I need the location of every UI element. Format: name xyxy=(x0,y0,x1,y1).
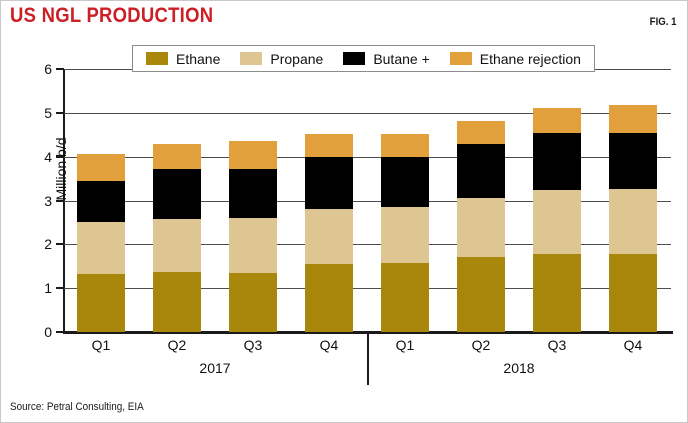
bar-segment[interactable] xyxy=(609,253,657,332)
y-axis-tick-label: 6 xyxy=(44,61,52,77)
bar-segment[interactable] xyxy=(305,133,353,157)
bar-stack[interactable] xyxy=(609,104,657,332)
x-axis-group-label: 2018 xyxy=(503,360,535,376)
bar-segment[interactable] xyxy=(305,264,353,332)
bar-stack[interactable] xyxy=(457,120,505,332)
bar-segment[interactable] xyxy=(381,133,429,157)
legend-swatch-icon xyxy=(343,52,366,65)
y-axis-tick-label: 4 xyxy=(44,148,52,165)
bar-segment[interactable] xyxy=(457,257,505,332)
bar-stack[interactable] xyxy=(229,141,277,332)
x-axis-line xyxy=(63,331,673,334)
gridline xyxy=(63,200,671,202)
y-axis-tick xyxy=(56,199,64,202)
source-note: Source: Petral Consulting, EIA xyxy=(10,401,144,413)
plot-area xyxy=(63,69,671,332)
page-title: US NGL PRODUCTION xyxy=(10,4,214,27)
bar-segment[interactable] xyxy=(609,189,657,254)
bar-segment[interactable] xyxy=(533,107,581,133)
gridline xyxy=(63,112,671,114)
bar-stack[interactable] xyxy=(153,144,201,332)
y-axis-tick-label: 5 xyxy=(44,104,52,121)
y-axis-tick xyxy=(56,68,64,70)
bar-segment[interactable] xyxy=(229,273,277,332)
bar-segment[interactable] xyxy=(229,141,277,169)
y-axis-tick xyxy=(56,155,64,158)
bar-segment[interactable] xyxy=(77,274,125,332)
bar-segment[interactable] xyxy=(381,263,429,332)
bar-segment[interactable] xyxy=(153,218,201,272)
bar-segment[interactable] xyxy=(305,209,353,265)
year-group-divider xyxy=(367,333,369,385)
bar-segment[interactable] xyxy=(153,144,201,169)
x-axis-tick-label: Q4 xyxy=(319,337,339,353)
gridline xyxy=(63,288,671,290)
y-axis-tick xyxy=(56,331,64,333)
legend-item-label: Propane xyxy=(270,50,324,67)
legend-item[interactable]: Butane + xyxy=(343,50,430,67)
bar-segment[interactable] xyxy=(609,133,657,190)
bar-segment[interactable] xyxy=(533,253,581,332)
x-axis-tick-label: Q4 xyxy=(623,337,643,353)
legend-item[interactable]: Ethane rejection xyxy=(449,50,581,67)
y-axis-tick xyxy=(56,243,64,246)
bar-stack[interactable] xyxy=(533,107,581,332)
bar-segment[interactable] xyxy=(457,198,505,258)
y-axis-tick-label: 1 xyxy=(44,280,52,297)
y-axis-tick-label: 0 xyxy=(44,324,52,340)
bar-segment[interactable] xyxy=(457,120,505,144)
legend-item[interactable]: Ethane xyxy=(146,52,220,66)
x-axis-tick-label: Q3 xyxy=(547,337,567,353)
y-axis-title: Million b/d xyxy=(53,137,69,201)
legend-swatch-icon xyxy=(449,52,472,65)
legend-item-label: Ethane rejection xyxy=(479,50,581,67)
bar-segment[interactable] xyxy=(229,218,277,274)
x-axis-tick-label: Q1 xyxy=(395,337,415,353)
bar-stack[interactable] xyxy=(381,133,429,332)
bar-segment[interactable] xyxy=(77,180,125,223)
gridline xyxy=(63,244,671,246)
bar-stack[interactable] xyxy=(305,133,353,332)
gridline xyxy=(63,156,671,158)
bar-segment[interactable] xyxy=(609,104,657,134)
bar-segment[interactable] xyxy=(381,156,429,208)
legend-item-label: Ethane xyxy=(176,50,221,67)
bar-segment[interactable] xyxy=(457,143,505,199)
bar-segment[interactable] xyxy=(77,222,125,275)
legend-swatch-icon xyxy=(146,52,168,65)
y-axis-tick-label: 3 xyxy=(44,192,52,209)
x-axis-tick-label: Q2 xyxy=(167,337,187,353)
bar-stack[interactable] xyxy=(77,154,125,332)
y-axis-tick-label: 2 xyxy=(44,236,52,253)
y-axis-tick xyxy=(56,287,64,290)
legend-item-label: Butane + xyxy=(373,50,430,67)
x-axis-tick-label: Q2 xyxy=(471,337,491,353)
bar-segment[interactable] xyxy=(229,168,277,219)
bar-segment[interactable] xyxy=(305,156,353,210)
y-axis-tick xyxy=(56,111,64,114)
x-axis-tick-label: Q3 xyxy=(243,337,263,353)
legend-item[interactable]: Propane xyxy=(240,52,323,66)
chart-legend: Ethane Propane Butane + Ethane rejection xyxy=(132,45,595,72)
bar-segment[interactable] xyxy=(533,132,581,191)
bar-segment[interactable] xyxy=(153,168,201,219)
bar-segment[interactable] xyxy=(533,190,581,254)
bar-segment[interactable] xyxy=(153,271,201,332)
x-axis-group-label: 2017 xyxy=(199,360,231,376)
x-axis-tick-label: Q1 xyxy=(91,337,111,353)
bar-segment[interactable] xyxy=(381,207,429,264)
legend-swatch-icon xyxy=(240,52,263,65)
bar-segment[interactable] xyxy=(77,154,125,181)
figure-number-label: FIG. 1 xyxy=(650,16,677,28)
